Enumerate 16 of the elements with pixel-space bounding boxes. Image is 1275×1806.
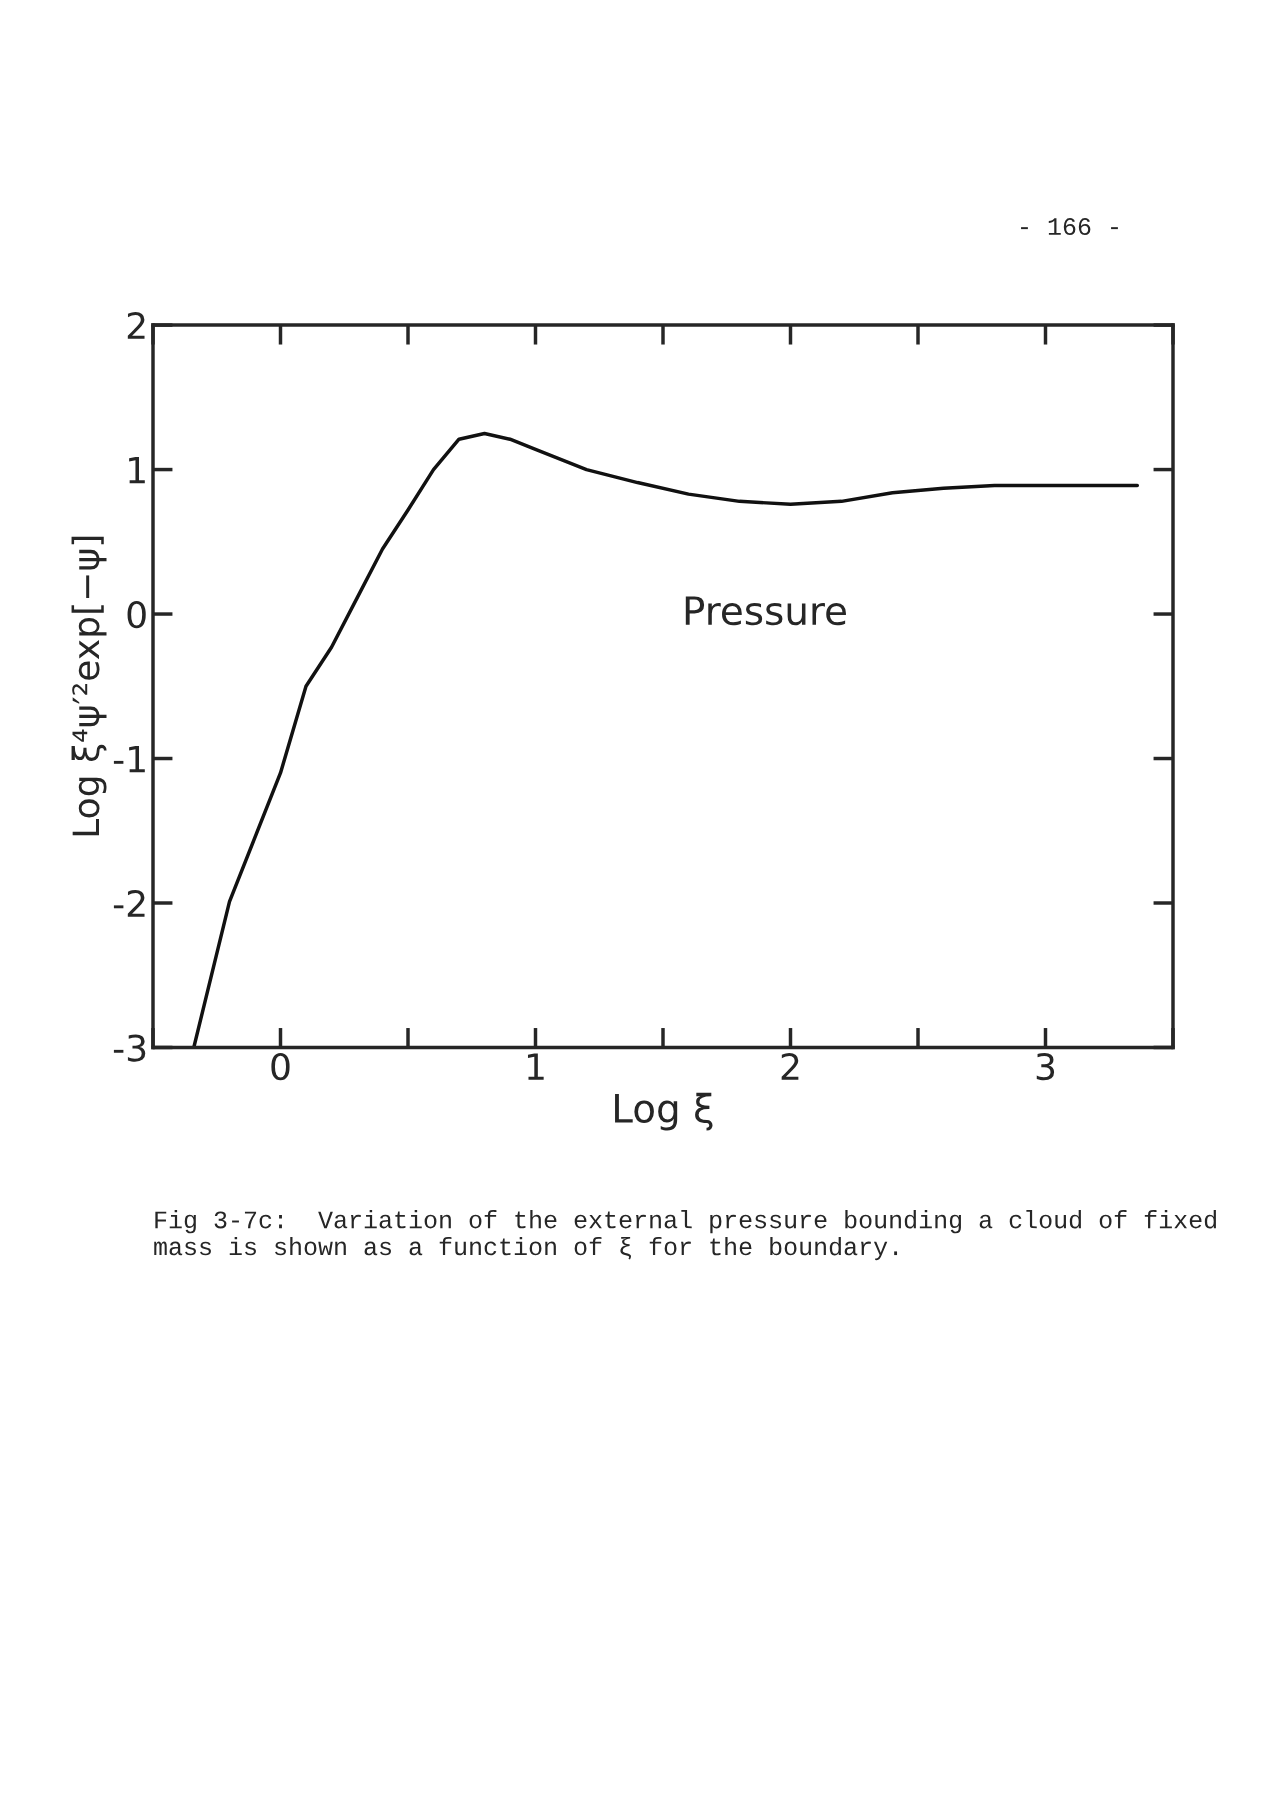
x-tick-label: 3 bbox=[1036, 1052, 1055, 1081]
x-tick-label: 0 bbox=[271, 1052, 290, 1081]
x-tick-label: 1 bbox=[527, 1053, 544, 1080]
x-axis-title: Log ξ bbox=[615, 1092, 713, 1131]
line-series bbox=[192, 431, 1140, 1048]
text: - 166 - bbox=[1021, 218, 1118, 236]
y-tick-label: -2 bbox=[113, 889, 145, 917]
y-axis-title: Log ξ⁴ψ′²exp[−ψ] bbox=[71, 536, 107, 836]
y-tick-label: 1 bbox=[129, 456, 145, 484]
y-tick-label: 2 bbox=[127, 312, 145, 339]
annotation: Pressure bbox=[685, 596, 846, 626]
y-tick-label: 0 bbox=[127, 600, 146, 629]
y-tick-label: -3 bbox=[113, 1034, 146, 1062]
x-tick-label: 2 bbox=[781, 1052, 799, 1080]
caption: Fig 3-7c: Variation of the external pressure bounding a cloud of fixed mass is shown as a function of ξ for the boundary. bbox=[154, 1210, 1216, 1261]
y-tick-label: -1 bbox=[113, 745, 145, 773]
